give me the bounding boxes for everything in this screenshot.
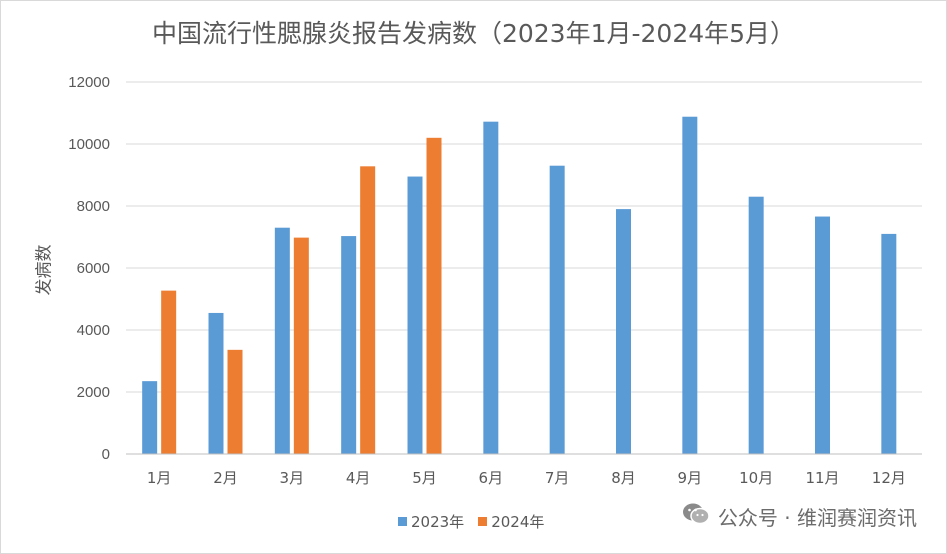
x-tick-label: 4月 — [346, 469, 371, 487]
legend-label-2023: 2023年 — [411, 513, 465, 531]
bar-2023 — [407, 176, 423, 455]
wechat-icon — [682, 502, 710, 531]
y-tick-label: 6000 — [77, 260, 110, 277]
bar-2023 — [549, 165, 565, 454]
bar-2024 — [293, 237, 309, 454]
y-tick-label: 12000 — [68, 74, 110, 91]
y-tick-label: 8000 — [77, 198, 110, 215]
bar-2024 — [161, 290, 177, 454]
legend-swatch-2023 — [398, 517, 407, 526]
legend-label-2024: 2024年 — [491, 513, 545, 531]
bar-2023 — [815, 216, 830, 454]
bar-2023 — [142, 381, 158, 454]
x-tick-label: 1月 — [147, 469, 172, 487]
bar-2023 — [682, 116, 698, 454]
x-tick-label: 6月 — [479, 469, 504, 487]
bar-2023 — [341, 236, 357, 454]
x-tick-label: 2月 — [213, 469, 238, 487]
x-tick-label: 12月 — [872, 469, 906, 487]
y-tick-label: 0 — [102, 446, 110, 463]
chart-title: 中国流行性腮腺炎报告发病数（2023年1月-2024年5月） — [151, 19, 796, 48]
watermark: 公众号 · 维润赛润资讯 — [682, 502, 917, 531]
bar-2024 — [227, 349, 243, 454]
bar-2023 — [483, 121, 499, 455]
x-tick-label: 5月 — [412, 469, 437, 487]
bar-2023 — [208, 312, 224, 454]
watermark-text: 公众号 · 维润赛润资讯 — [717, 506, 917, 530]
y-tick-label: 4000 — [77, 322, 110, 339]
y-tick-label: 10000 — [68, 136, 110, 153]
bar-2024 — [360, 166, 376, 454]
bar-2023 — [616, 209, 631, 454]
x-tick-label: 3月 — [280, 469, 305, 487]
x-tick-label: 9月 — [678, 469, 703, 487]
bar-2023 — [274, 227, 290, 454]
legend-item-2023: 2023年 — [398, 511, 464, 532]
x-tick-label: 8月 — [611, 469, 636, 487]
legend-item-2024: 2024年 — [478, 511, 544, 532]
legend-swatch-2024 — [478, 517, 488, 526]
x-tick-label: 10月 — [739, 469, 773, 487]
bar-2023 — [748, 196, 764, 454]
bar-2023 — [881, 233, 897, 454]
legend: 2023年 2024年 — [398, 511, 558, 532]
bar-2024 — [426, 137, 442, 455]
y-tick-label: 2000 — [77, 384, 110, 401]
x-tick-label: 11月 — [805, 469, 839, 487]
x-tick-label: 7月 — [545, 469, 570, 487]
